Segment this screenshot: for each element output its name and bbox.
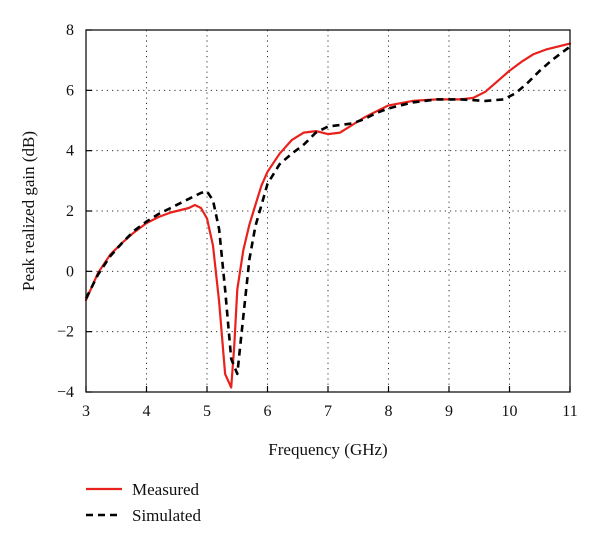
y-tick-label: 0 (66, 263, 74, 280)
y-tick-label: −2 (57, 324, 74, 341)
x-tick-label: 5 (203, 403, 211, 420)
legend: Measured Simulated (86, 480, 201, 525)
ticks-group (85, 29, 571, 393)
x-axis-label: Frequency (GHz) (268, 440, 387, 459)
x-tick-label: 8 (385, 403, 393, 420)
x-tick-label: 10 (502, 403, 518, 420)
x-tick-label: 4 (143, 403, 151, 420)
series-line-simulated (84, 45, 571, 376)
y-axis-label: Peak realized gain (dB) (19, 131, 38, 291)
x-tick-label: 3 (82, 403, 90, 420)
x-tick-label: 6 (264, 403, 272, 420)
legend-label-measured: Measured (132, 480, 200, 499)
y-tick-label: −4 (57, 384, 74, 401)
tick-labels-group: 3 4 5 6 7 8 9 10 11 −4 −2 0 2 4 6 8 (57, 22, 578, 420)
series-group (84, 42, 572, 389)
y-tick-label: 8 (66, 22, 74, 39)
legend-label-simulated: Simulated (132, 506, 201, 525)
y-tick-label: 2 (66, 203, 74, 220)
grid (86, 30, 570, 392)
x-tick-label: 11 (562, 403, 577, 420)
series-line-measured (84, 42, 572, 389)
x-tick-label: 7 (324, 403, 332, 420)
y-tick-label: 4 (66, 143, 74, 160)
x-tick-label: 9 (445, 403, 453, 420)
y-tick-label: 6 (66, 82, 74, 99)
